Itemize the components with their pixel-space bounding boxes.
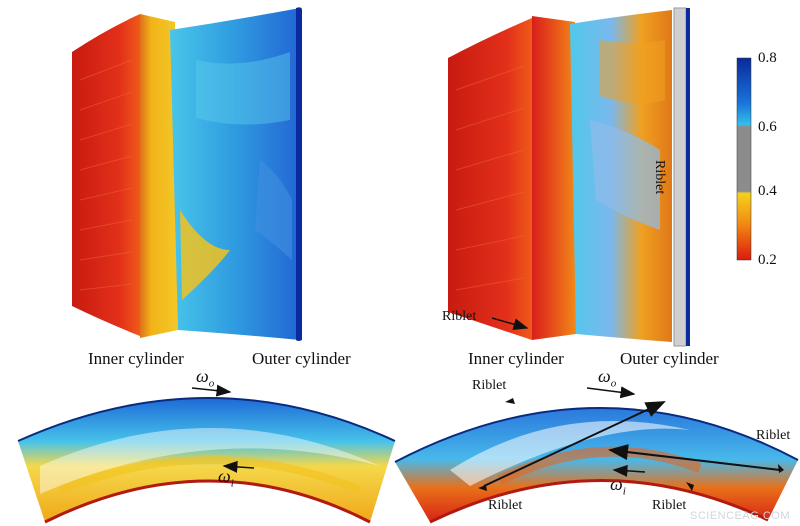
left-cross-section <box>17 384 396 524</box>
riblet-marker <box>778 464 784 473</box>
left-inner-rim <box>44 479 371 524</box>
riblet-arrow-horizontal <box>608 444 781 471</box>
right-red-band <box>532 16 576 340</box>
colorbar-tick: 0.4 <box>758 183 777 199</box>
left-yellow-band <box>140 14 178 338</box>
omega-i-label: ωi <box>610 474 626 498</box>
riblet-label-vertical: Riblet <box>652 160 667 195</box>
right-cross-section <box>394 386 799 524</box>
right-simulation-panel <box>448 7 690 347</box>
riblet-marker <box>478 485 487 491</box>
riblet-label: Riblet <box>488 498 523 513</box>
outer-cylinder-label: Outer cylinder <box>620 349 719 368</box>
riblet-marker <box>686 482 694 491</box>
riblet-label: Riblet <box>472 378 507 393</box>
omega-o-label: ωo <box>598 366 617 390</box>
riblet-label: Riblet <box>442 309 477 324</box>
colorbar-tick: 0.8 <box>758 50 777 66</box>
inner-cylinder-label: Inner cylinder <box>88 349 184 368</box>
riblet-pointer-arrow <box>491 317 529 331</box>
colorbar <box>736 57 752 261</box>
right-inner-cylinder <box>448 18 532 340</box>
colorbar-tick: 0.6 <box>758 119 777 135</box>
right-inner-rim <box>429 479 769 524</box>
riblet-marker <box>505 398 515 404</box>
right-outer-wall <box>686 8 690 346</box>
outer-cylinder-label: Outer cylinder <box>252 349 351 368</box>
omega-i-label: ωi <box>218 466 234 490</box>
inner-cylinder-label: Inner cylinder <box>468 349 564 368</box>
left-outer-wall <box>296 7 302 341</box>
left-inner-cylinder <box>72 14 140 336</box>
right-riblet-strip <box>673 7 687 347</box>
colorbar-gradient <box>736 57 752 261</box>
left-outer-rim <box>17 397 396 442</box>
right-outer-rim <box>394 407 799 463</box>
riblet-arrow-diagonal <box>483 401 666 487</box>
watermark: SCIENCEAG.COM <box>689 510 790 522</box>
omega-o-label: ωo <box>196 366 215 390</box>
left-simulation-panel <box>72 7 302 341</box>
riblet-label: Riblet <box>756 428 791 443</box>
riblet-label: Riblet <box>652 498 687 513</box>
colorbar-tick: 0.2 <box>758 252 777 268</box>
